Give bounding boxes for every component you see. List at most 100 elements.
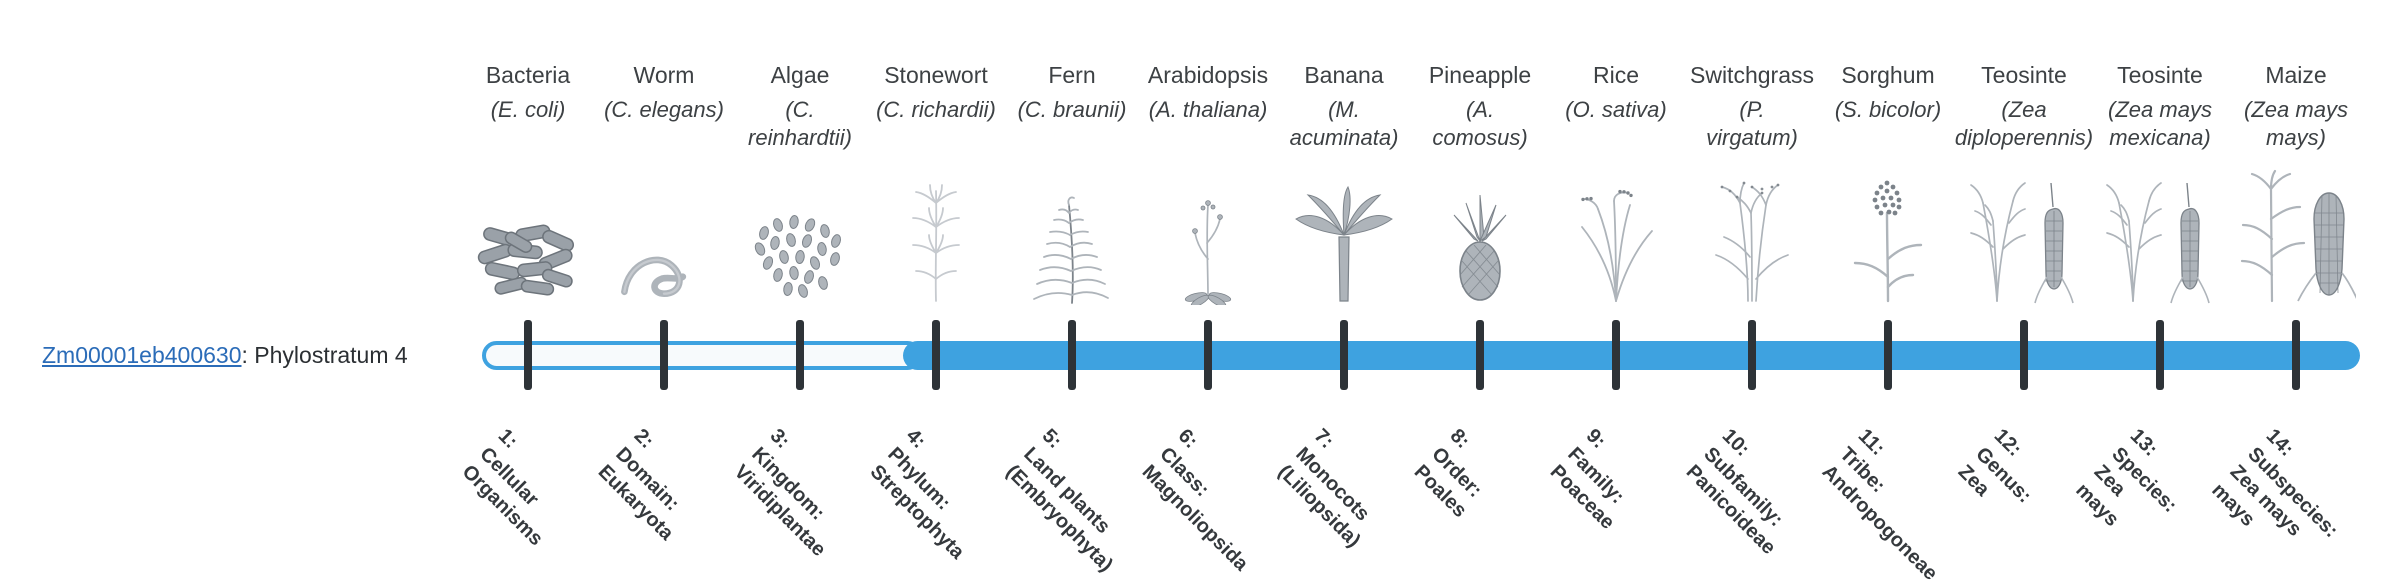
organism-scientific-name: (Zea mays mexicana): [2108, 97, 2212, 150]
organism-name: Pineapple: [1428, 62, 1532, 88]
timeline-bar-filled: [903, 341, 2360, 370]
gene-label: Zm00001eb400630: Phylostratum 4: [42, 342, 408, 369]
stratum-tick: [1748, 320, 1756, 390]
organism-name: Sorghum: [1841, 62, 1935, 88]
stratum-column: Pineapple (A. comosus) 8: Order: Poales: [1405, 0, 1555, 580]
organism-illustration: [1677, 162, 1827, 305]
stratum-label: 14: Subspecies: Zea mays mays: [2207, 424, 2343, 542]
stratum-tick: [1476, 320, 1484, 390]
organism-name: Maize: [2265, 62, 2327, 88]
organism-name: Teosinte: [2117, 62, 2203, 88]
organism-illustration: [1541, 162, 1691, 305]
rice-illustration: [1581, 189, 1653, 302]
organism-scientific-name: (S. bicolor): [1834, 97, 1942, 122]
organism-scientific-name: (Zea diploperennis): [1954, 97, 2094, 150]
stonewort-illustration: [912, 184, 960, 302]
organism-illustration: [725, 162, 875, 305]
organism-illustration: [2221, 162, 2371, 305]
organism-scientific-name: (Zea mays mays): [2244, 97, 2348, 150]
pineapple-illustration: [1453, 194, 1507, 301]
organism-name: Banana: [1304, 62, 1384, 88]
stratum-column: Algae (C. reinhardtii) 3: Kingdom: Virid…: [725, 0, 875, 580]
stratum-tick: [1204, 320, 1212, 390]
sorghum-illustration: [1853, 180, 1923, 303]
stratum-column: Bacteria (E. coli) 1: Cellular Organisms: [453, 0, 603, 580]
organism-scientific-name: (A. comosus): [1432, 97, 1528, 150]
organism-scientific-name: (O. sativa): [1565, 97, 1667, 122]
organism-illustration: [1133, 162, 1283, 305]
switchgrass-illustration: [1715, 181, 1789, 302]
stratum-column: Worm (C. elegans) 2: Domain: Eukaryota: [589, 0, 739, 580]
organism-illustration: [1269, 162, 1419, 305]
stratum-column: Arabidopsis (A. thaliana) 6: Class: Magn…: [1133, 0, 1283, 580]
banana-illustration: [1295, 185, 1393, 302]
organism-name: Switchgrass: [1690, 62, 1814, 88]
stratum-tick: [1340, 320, 1348, 390]
algae-illustration: [754, 215, 841, 298]
organism-name: Rice: [1592, 62, 1639, 88]
stratum-column: Teosinte (Zea diploperennis) 12: Genus: …: [1949, 0, 2099, 580]
stratum-label: 13: Species: Zea mays: [2071, 424, 2182, 531]
stratum-label: 12: Genus: Zea: [1953, 424, 2036, 508]
stratum-label: 10: Subfamily: Panicoideae: [1681, 424, 1788, 559]
stratum-tick: [660, 320, 668, 390]
organism-name: Stonewort: [884, 62, 988, 88]
stratum-label: 5: Land plants (Embryophyta): [1001, 424, 1117, 577]
organism-illustration: [589, 162, 739, 305]
organism-scientific-name: (M. acuminata): [1289, 97, 1399, 150]
gene-id-link[interactable]: Zm00001eb400630: [42, 342, 242, 368]
stratum-column: Banana (M. acuminata) 7: Monocots (Lilio…: [1269, 0, 1419, 580]
stratum-label: 3: Kingdom: Viridiplantae: [729, 424, 830, 562]
organism-scientific-name: (C. elegans): [604, 97, 724, 122]
stratum-column: Switchgrass (P. virgatum) 10: Subfamily:…: [1677, 0, 1827, 580]
timeline-bar-unfilled: [482, 341, 922, 370]
organism-scientific-name: (C. braunii): [1017, 97, 1127, 122]
stratum-tick: [1612, 320, 1620, 390]
arabidopsis-illustration: [1184, 200, 1232, 305]
stratum-tick: [796, 320, 804, 390]
organism-illustration: [1949, 162, 2099, 305]
organism-scientific-name: (C. richardii): [876, 97, 996, 122]
organism-illustration: [997, 162, 1147, 305]
organism-scientific-name: (E. coli): [490, 97, 566, 122]
organism-name: Teosinte: [1981, 62, 2067, 88]
fern-illustration: [1033, 196, 1109, 304]
organism-name: Algae: [770, 62, 830, 88]
stratum-column: Stonewort (C. richardii) 4: Phylum: Stre…: [861, 0, 1011, 580]
stratum-label: 1: Cellular Organisms: [457, 424, 547, 551]
stratum-label: 2: Domain: Eukaryota: [593, 424, 684, 545]
stratum-tick: [524, 320, 532, 390]
stratum-label: 8: Order: Poales: [1409, 424, 1487, 523]
bacteria-illustration: [477, 224, 575, 296]
stratum-label: 4: Phylum: Streptophyta: [865, 424, 969, 564]
stratum-tick: [2020, 320, 2028, 390]
stratum-label: 7: Monocots (Liliopsida): [1273, 424, 1374, 552]
stratum-tick: [1884, 320, 1892, 390]
stratum-column: Fern (C. braunii) 5: Land plants (Embryo…: [997, 0, 1147, 580]
organism-name: Bacteria: [485, 62, 571, 88]
organism-illustration: [1813, 162, 1963, 305]
stratum-tick: [1068, 320, 1076, 390]
stratum-column: Rice (O. sativa) 9: Family: Poaceae: [1541, 0, 1691, 580]
stratum-tick: [2156, 320, 2164, 390]
organism-illustration: [453, 162, 603, 305]
organism-illustration: [861, 162, 1011, 305]
organism-illustration: [2085, 162, 2235, 305]
organism-name: Arabidopsis: [1147, 62, 1269, 88]
organism-name: Fern: [1048, 62, 1096, 88]
stratum-tick: [2292, 320, 2300, 390]
organism-illustration: [1405, 162, 1555, 305]
maize-illustration: [2240, 169, 2356, 303]
stratum-tick: [932, 320, 940, 390]
stratum-label: 6: Class: Magnoliopsida: [1137, 424, 1253, 576]
teosinte-illustration: [2106, 182, 2210, 304]
teosinte-illustration: [1970, 182, 2074, 304]
worm-illustration: [621, 256, 687, 297]
stratum-column: Sorghum (S. bicolor) 11: Tribe: Andropog…: [1813, 0, 1963, 585]
stratum-label: 9: Family: Poaceae: [1545, 424, 1629, 534]
stratum-column: Maize (Zea mays mays) 14: Subspecies: Ze…: [2207, 0, 2371, 580]
gene-phylostratum-text: : Phylostratum 4: [241, 342, 408, 368]
organism-scientific-name: (P. virgatum): [1706, 97, 1798, 150]
stratum-column: Teosinte (Zea mays mexicana) 13: Species…: [2071, 0, 2235, 580]
